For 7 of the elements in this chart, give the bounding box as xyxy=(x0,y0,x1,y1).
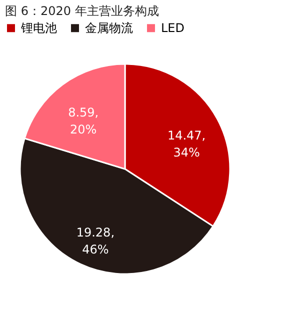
data-label: 8.59, 20% xyxy=(68,106,99,137)
data-label: 19.28, 46% xyxy=(76,225,115,256)
legend-label: 金属物流 xyxy=(85,21,133,36)
legend-label: 锂电池 xyxy=(20,21,57,36)
chart-title: 图 6：2020 年主营业务构成 xyxy=(5,4,159,18)
legend-label: LED xyxy=(161,21,185,36)
data-label: 14.47, 34% xyxy=(167,128,206,160)
